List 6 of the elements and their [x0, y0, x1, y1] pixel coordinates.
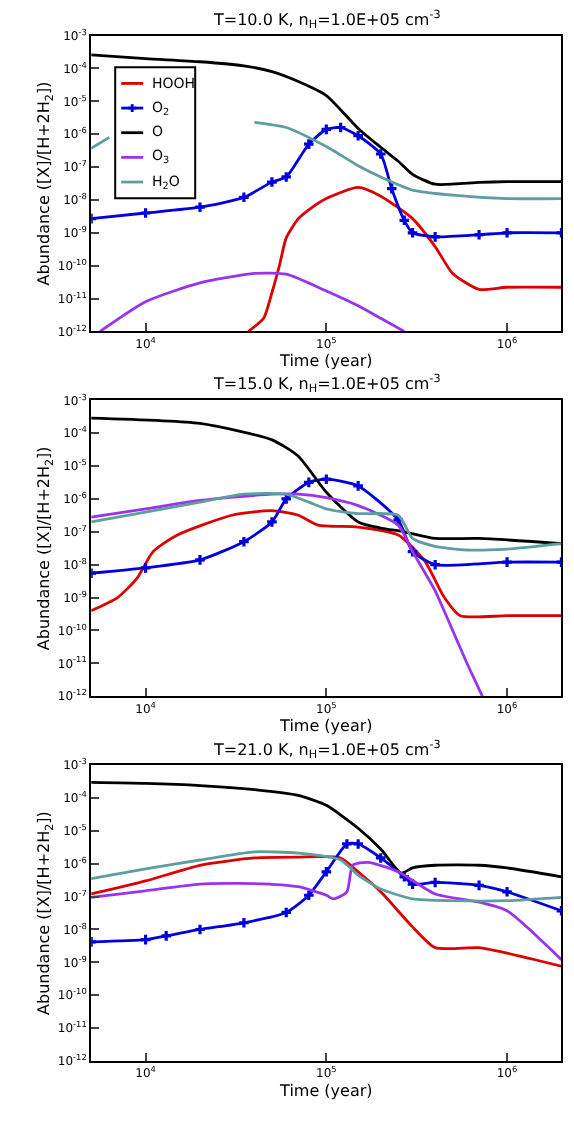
chart-title: T=10.0 K, n$_{H}$=1.0E+05 cm$^{-3}$ — [212, 8, 442, 33]
chart-title: T=21.0 K, n$_{H}$=1.0E+05 cm$^{-3}$ — [212, 738, 442, 763]
x-axis-title: Time (year) — [278, 716, 373, 735]
x-axis-title: Time (year) — [278, 1081, 373, 1100]
x-axis-title: Time (year) — [278, 351, 373, 370]
chart-title: T=15.0 K, n$_{H}$=1.0E+05 cm$^{-3}$ — [212, 372, 442, 397]
